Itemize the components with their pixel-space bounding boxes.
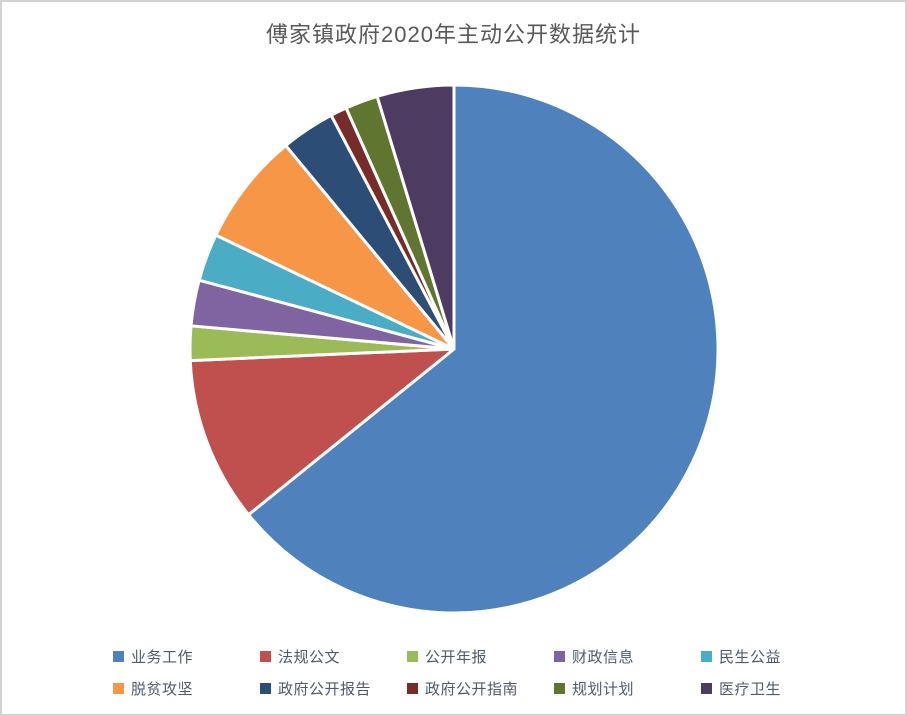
legend-swatch-icon: [554, 650, 565, 662]
legend-item-10[interactable]: 医疗卫生: [701, 677, 848, 699]
legend-item-6[interactable]: 脱贫攻坚: [113, 677, 260, 699]
legend-item-7[interactable]: 政府公开报告: [260, 677, 407, 699]
legend-swatch-icon: [113, 650, 124, 662]
legend-swatch-icon: [701, 650, 712, 662]
legend-item-3[interactable]: 公开年报: [407, 645, 554, 667]
chart-legend: 业务工作 法规公文 公开年报 财政信息 民生公益脱贫攻坚 政府公开报告 政府公开指南 规划计划…: [113, 645, 848, 699]
pie-slice-2[interactable]: [188, 347, 456, 517]
legend-item-4[interactable]: 财政信息: [554, 645, 701, 667]
legend-swatch-icon: [260, 682, 271, 694]
legend-label: 公开年报: [425, 648, 488, 666]
pie-slice-10[interactable]: [375, 83, 456, 351]
pie-slice-6[interactable]: [214, 144, 456, 351]
legend-item-5[interactable]: 民生公益: [701, 645, 848, 667]
legend-label: 业务工作: [131, 648, 194, 666]
legend-label: 脱贫攻坚: [131, 680, 194, 698]
legend-swatch-icon: [407, 650, 418, 662]
legend-item-8[interactable]: 政府公开指南: [407, 677, 554, 699]
legend-swatch-icon: [113, 682, 124, 694]
legend-label: 政府公开报告: [278, 680, 372, 698]
pie-slice-1[interactable]: [246, 83, 720, 615]
legend-label: 法规公文: [278, 648, 341, 666]
legend-item-1[interactable]: 业务工作: [113, 645, 260, 667]
chart-title: 傅家镇政府2020年主动公开数据统计: [266, 22, 641, 47]
legend-label: 财政信息: [572, 648, 635, 666]
legend-label: 医疗卫生: [719, 680, 782, 698]
legend-swatch-icon: [260, 650, 271, 662]
legend-swatch-icon: [554, 682, 565, 694]
legend-item-9[interactable]: 规划计划: [554, 677, 701, 699]
legend-item-2[interactable]: 法规公文: [260, 645, 407, 667]
legend-label: 规划计划: [572, 680, 635, 698]
legend-label: 政府公开指南: [425, 680, 519, 698]
legend-swatch-icon: [701, 682, 712, 694]
legend-label: 民生公益: [719, 648, 782, 666]
legend-swatch-icon: [407, 682, 418, 694]
